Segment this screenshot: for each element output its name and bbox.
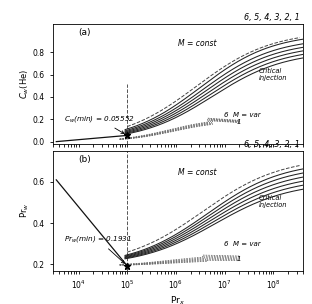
- Text: (b): (b): [78, 155, 91, 164]
- Text: Critical
injection: Critical injection: [259, 68, 287, 81]
- Text: 1: 1: [236, 256, 241, 262]
- Text: $Pr_w$(min) = 0.1931: $Pr_w$(min) = 0.1931: [64, 234, 132, 263]
- Text: Critical
injection: Critical injection: [259, 195, 287, 208]
- Text: 6  M = var: 6 M = var: [224, 112, 261, 118]
- Text: 6, 5, 4, 3, 2, 1: 6, 5, 4, 3, 2, 1: [244, 140, 300, 149]
- Text: 6  M = var: 6 M = var: [224, 241, 261, 247]
- Text: 6, 5, 4, 3, 2, 1: 6, 5, 4, 3, 2, 1: [244, 13, 300, 22]
- Text: (a): (a): [78, 28, 90, 37]
- Text: M = const: M = const: [178, 168, 216, 177]
- Text: M = const: M = const: [178, 39, 216, 48]
- Y-axis label: $C_w$(He): $C_w$(He): [19, 69, 31, 99]
- X-axis label: $\mathrm{Pr}_x$: $\mathrm{Pr}_x$: [170, 294, 185, 304]
- Y-axis label: $\mathrm{Pr}_w$: $\mathrm{Pr}_w$: [19, 203, 31, 219]
- Text: 1: 1: [236, 119, 241, 125]
- Text: $C_w$(min) = 0.05552: $C_w$(min) = 0.05552: [64, 114, 135, 133]
